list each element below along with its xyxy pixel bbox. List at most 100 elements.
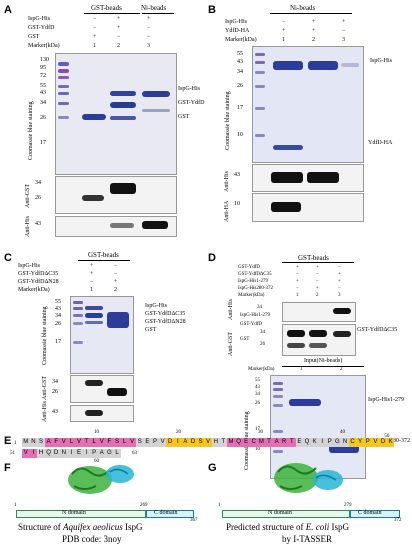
blot-marker: 43 <box>52 409 58 415</box>
marker-band <box>273 404 283 407</box>
panel-c-row-label: GST-YdfDΔN28 <box>18 279 59 285</box>
mw-marker: 34 <box>55 313 61 319</box>
residue: N <box>29 438 38 447</box>
seq-start: 1 <box>14 441 17 446</box>
lane-number: 2 <box>340 367 343 372</box>
residue: E <box>242 438 250 447</box>
marker-band <box>255 107 265 110</box>
residue: D <box>166 438 174 447</box>
c-domain-label: C domain <box>154 510 178 516</box>
residue: T <box>265 438 273 447</box>
residue: F <box>52 438 60 447</box>
mark: + <box>316 265 319 270</box>
mw-marker: 55 <box>40 83 46 89</box>
lane-number: 1 <box>93 43 96 49</box>
panel-f-caption-line2: PDB code: 3noy <box>62 534 122 544</box>
residue: Q <box>303 438 311 447</box>
panel-b-row-label: YdfD-HA <box>225 28 250 34</box>
mw-marker: 130 <box>40 57 49 63</box>
mark: + <box>342 19 346 25</box>
blot-marker: 10 <box>234 201 240 207</box>
anti-his-label: Anti-His <box>224 171 230 192</box>
band-label: GST-YdfD <box>178 100 205 106</box>
band-label: GST <box>178 114 190 120</box>
blot-band <box>333 331 351 337</box>
seq-start: 51 <box>10 451 15 456</box>
blot-band <box>110 223 134 228</box>
residue: V <box>158 438 167 447</box>
marker-band <box>58 76 69 79</box>
lane-number: 3 <box>147 43 150 49</box>
panel-f-caption: Structure of Aquifex aeolicus IspG <box>18 522 142 532</box>
blot-band <box>287 343 305 348</box>
residue: V <box>98 438 106 447</box>
anti-gst-label: Anti-GST <box>42 376 48 400</box>
anti-his-label: Anti-His <box>228 299 234 320</box>
residue: D <box>52 449 60 458</box>
residue: V <box>75 438 83 447</box>
residue: H <box>212 438 220 447</box>
blot-marker: 34 <box>257 305 262 310</box>
residue: Q <box>44 449 53 458</box>
panel-c-stain-label: Coomassie blue staining <box>42 306 48 365</box>
blot-marker: 43 <box>35 221 41 227</box>
band-label: GST <box>145 327 157 333</box>
band-label: GST-YdfDΔC35 <box>145 311 186 317</box>
residue: Y <box>356 438 364 447</box>
band-label: IspG-His <box>370 58 392 64</box>
residue: K <box>310 438 319 447</box>
marker-band <box>255 134 265 137</box>
mark: + <box>117 25 121 31</box>
residue: V <box>371 438 380 447</box>
mw-marker: 43 <box>55 306 61 312</box>
mark: + <box>93 34 97 40</box>
gst-band-label: GST <box>240 337 250 342</box>
panel-b-header: Ni-beads <box>290 4 316 12</box>
blot-band <box>85 380 103 386</box>
residue: V <box>128 438 136 447</box>
panel-a-header-ni: Ni-beads <box>141 4 167 12</box>
residue: F <box>105 438 114 447</box>
ydfd-ha-band <box>273 145 303 150</box>
residue: K <box>386 438 395 447</box>
seq-end: 63 <box>132 451 137 456</box>
residue: R <box>280 438 288 447</box>
panel-d-input-gel <box>270 375 366 479</box>
residue: P <box>364 438 372 447</box>
his-band-label: IspG-His1-279 <box>240 313 270 318</box>
mark: − <box>338 265 341 270</box>
mw-marker: 26 <box>55 321 61 327</box>
panel-b-marker-label: Marker(kDa) <box>225 37 257 43</box>
residue: N <box>341 438 349 447</box>
mark: + <box>312 28 316 34</box>
gst-band-right-label: GST-YdfDΔC35 <box>357 327 398 333</box>
blot-band <box>271 172 303 183</box>
panel-d-row-label: IspG-His1-279 <box>238 279 268 284</box>
mark: + <box>147 16 151 22</box>
anti-gst-label: Anti-GST <box>25 184 31 208</box>
anti-gst-label: Anti-GST <box>228 332 234 356</box>
mw-marker: 55 <box>237 51 243 57</box>
residue: I <box>174 438 182 447</box>
mark: − <box>93 16 97 22</box>
band-label: GST-YdfDΔN28 <box>145 319 186 325</box>
ispg-band <box>273 61 303 70</box>
lane-number: 2 <box>316 293 319 298</box>
lane-number: 3 <box>342 37 345 43</box>
marker-band <box>273 395 283 398</box>
marker-band <box>273 450 283 453</box>
panel-d-header: GST-beads <box>298 254 329 262</box>
lane-number: 3 <box>338 293 341 298</box>
n-domain-label: N domain <box>62 510 86 516</box>
marker-band <box>255 71 265 74</box>
panel-a-header-line <box>84 13 140 14</box>
marker-band <box>58 69 69 73</box>
input-band-label: IspG-His1-279 <box>368 397 404 403</box>
marker-band <box>73 341 83 344</box>
mw-marker: 26 <box>255 401 260 406</box>
caption-prefix: Structure of <box>18 522 63 532</box>
residue: Q <box>234 438 243 447</box>
panel-d-row-label: GST-YdfD <box>238 265 261 270</box>
mark: + <box>316 286 319 291</box>
caption-species: Aquifex aeolicus <box>63 522 123 532</box>
